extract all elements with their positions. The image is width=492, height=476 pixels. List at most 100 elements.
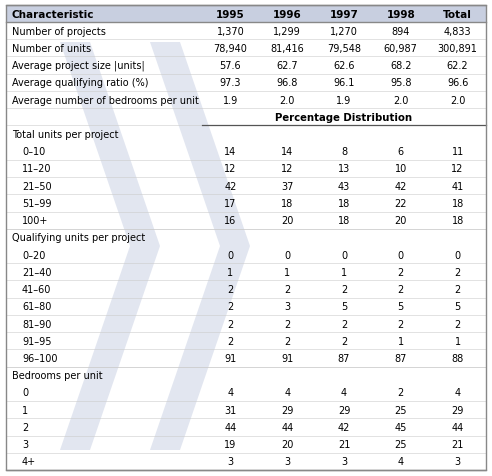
Text: 3: 3: [284, 302, 290, 312]
Text: 4: 4: [398, 456, 404, 466]
Text: 2: 2: [227, 302, 234, 312]
Text: 43: 43: [338, 181, 350, 191]
Text: 29: 29: [452, 405, 464, 415]
Text: 0: 0: [22, 387, 28, 397]
Text: 1997: 1997: [330, 10, 359, 20]
Text: 62.2: 62.2: [447, 61, 468, 71]
Text: 31: 31: [224, 405, 237, 415]
Text: 2: 2: [455, 268, 461, 277]
Text: 25: 25: [395, 439, 407, 449]
Text: 22: 22: [395, 198, 407, 208]
Text: 1: 1: [398, 336, 404, 346]
Text: 0: 0: [284, 250, 290, 260]
Text: 1: 1: [341, 268, 347, 277]
Text: 1: 1: [455, 336, 461, 346]
Text: 1: 1: [22, 405, 28, 415]
Text: 5: 5: [341, 302, 347, 312]
Text: 79,548: 79,548: [327, 44, 361, 54]
Text: 37: 37: [281, 181, 293, 191]
Text: 2: 2: [341, 336, 347, 346]
Text: Characteristic: Characteristic: [12, 10, 94, 20]
Text: 100+: 100+: [22, 216, 48, 226]
Text: 62.6: 62.6: [333, 61, 355, 71]
Text: 3: 3: [284, 456, 290, 466]
Text: Total: Total: [443, 10, 472, 20]
Text: 18: 18: [338, 198, 350, 208]
Text: Number of units: Number of units: [12, 44, 91, 54]
Text: 1.9: 1.9: [337, 95, 352, 105]
Text: 41–60: 41–60: [22, 285, 51, 295]
Text: 2: 2: [455, 319, 461, 329]
Text: 12: 12: [452, 164, 464, 174]
Text: 91–95: 91–95: [22, 336, 52, 346]
Text: 12: 12: [224, 164, 237, 174]
Text: 2: 2: [341, 319, 347, 329]
Text: 1,270: 1,270: [330, 27, 358, 37]
Text: 8: 8: [341, 147, 347, 157]
Text: 1.9: 1.9: [223, 95, 238, 105]
Text: Qualifying units per project: Qualifying units per project: [12, 233, 145, 243]
Text: 5: 5: [398, 302, 404, 312]
Text: 2: 2: [227, 336, 234, 346]
Text: 4: 4: [227, 387, 234, 397]
Text: 0: 0: [341, 250, 347, 260]
Polygon shape: [60, 43, 160, 450]
Text: 2: 2: [227, 319, 234, 329]
Text: 42: 42: [395, 181, 407, 191]
Text: 97.3: 97.3: [219, 78, 241, 88]
Text: 0: 0: [227, 250, 234, 260]
Text: 1996: 1996: [273, 10, 302, 20]
Text: 20: 20: [281, 216, 293, 226]
Text: 0: 0: [455, 250, 461, 260]
Text: 300,891: 300,891: [438, 44, 478, 54]
Text: 29: 29: [281, 405, 293, 415]
Text: 3: 3: [341, 456, 347, 466]
Text: 3: 3: [22, 439, 28, 449]
Text: 20: 20: [395, 216, 407, 226]
Text: 21–40: 21–40: [22, 268, 52, 277]
Text: 42: 42: [224, 181, 237, 191]
Text: 4+: 4+: [22, 456, 36, 466]
Text: 87: 87: [338, 353, 350, 363]
Text: 2.0: 2.0: [279, 95, 295, 105]
Text: 60,987: 60,987: [384, 44, 418, 54]
Text: 96.1: 96.1: [333, 78, 355, 88]
Text: 96.8: 96.8: [277, 78, 298, 88]
Text: 25: 25: [395, 405, 407, 415]
Text: 62.7: 62.7: [277, 61, 298, 71]
Text: 2: 2: [341, 285, 347, 295]
Polygon shape: [150, 43, 250, 450]
Text: 57.6: 57.6: [219, 61, 241, 71]
Text: 4: 4: [284, 387, 290, 397]
Text: 2.0: 2.0: [393, 95, 408, 105]
Text: 91: 91: [281, 353, 293, 363]
Text: Average number of bedrooms per unit: Average number of bedrooms per unit: [12, 95, 199, 105]
Text: 18: 18: [338, 216, 350, 226]
Text: 20: 20: [281, 439, 293, 449]
Text: Average project size |units|: Average project size |units|: [12, 61, 145, 71]
Text: 2: 2: [284, 285, 290, 295]
Text: 87: 87: [395, 353, 407, 363]
Text: 2: 2: [284, 336, 290, 346]
Text: 2: 2: [22, 422, 28, 432]
Text: 18: 18: [452, 198, 464, 208]
Text: Bedrooms per unit: Bedrooms per unit: [12, 370, 103, 380]
Text: 1995: 1995: [216, 10, 245, 20]
Text: 17: 17: [224, 198, 237, 208]
Text: 81–90: 81–90: [22, 319, 51, 329]
Text: 45: 45: [395, 422, 407, 432]
Text: 12: 12: [281, 164, 293, 174]
Text: 11–20: 11–20: [22, 164, 52, 174]
Text: 21: 21: [452, 439, 464, 449]
Text: 13: 13: [338, 164, 350, 174]
Text: Total units per project: Total units per project: [12, 130, 119, 140]
Text: Number of projects: Number of projects: [12, 27, 106, 37]
Text: 2: 2: [398, 268, 404, 277]
Text: 2: 2: [455, 285, 461, 295]
Text: 11: 11: [452, 147, 464, 157]
Text: 61–80: 61–80: [22, 302, 51, 312]
Text: 42: 42: [338, 422, 350, 432]
Text: 4,833: 4,833: [444, 27, 471, 37]
Text: 21: 21: [338, 439, 350, 449]
Text: 51–99: 51–99: [22, 198, 52, 208]
